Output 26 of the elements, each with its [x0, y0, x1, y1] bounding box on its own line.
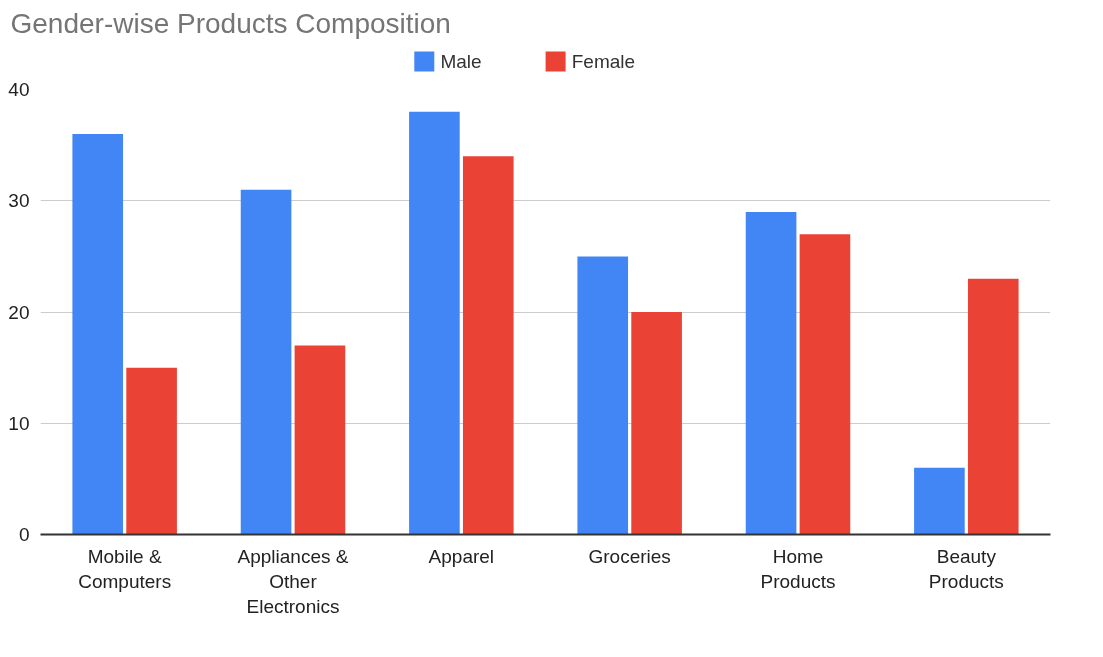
- x-tick-label: Groceries: [588, 545, 671, 567]
- chart-title: Gender-wise Products Composition: [10, 7, 451, 39]
- bar: [462, 156, 514, 535]
- legend-label: Male: [440, 51, 482, 72]
- bar: [967, 278, 1019, 535]
- bar: [409, 111, 460, 535]
- bar: [577, 256, 629, 535]
- bar: [240, 189, 292, 535]
- bar: [72, 134, 124, 535]
- bar: [294, 345, 346, 535]
- x-tick-label: Apparel: [428, 545, 495, 567]
- bar: [745, 211, 797, 535]
- x-tick-label: Home Products: [760, 545, 836, 592]
- bar: [914, 467, 965, 535]
- y-tick-label: 10: [8, 412, 30, 434]
- bar: [631, 312, 682, 535]
- y-tick-label: 0: [18, 524, 30, 545]
- y-tick-label: 40: [8, 79, 30, 100]
- bar: [126, 367, 177, 535]
- bar: [799, 234, 851, 535]
- y-tick-label: 30: [8, 190, 30, 212]
- x-tick-label: Appliances & Other Electronics: [237, 545, 349, 617]
- y-tick-label: 20: [8, 301, 30, 323]
- legend-label: Female: [571, 51, 636, 72]
- x-tick-label: Mobile & Computers: [78, 545, 172, 592]
- x-tick-label: Beauty Products: [928, 545, 1004, 592]
